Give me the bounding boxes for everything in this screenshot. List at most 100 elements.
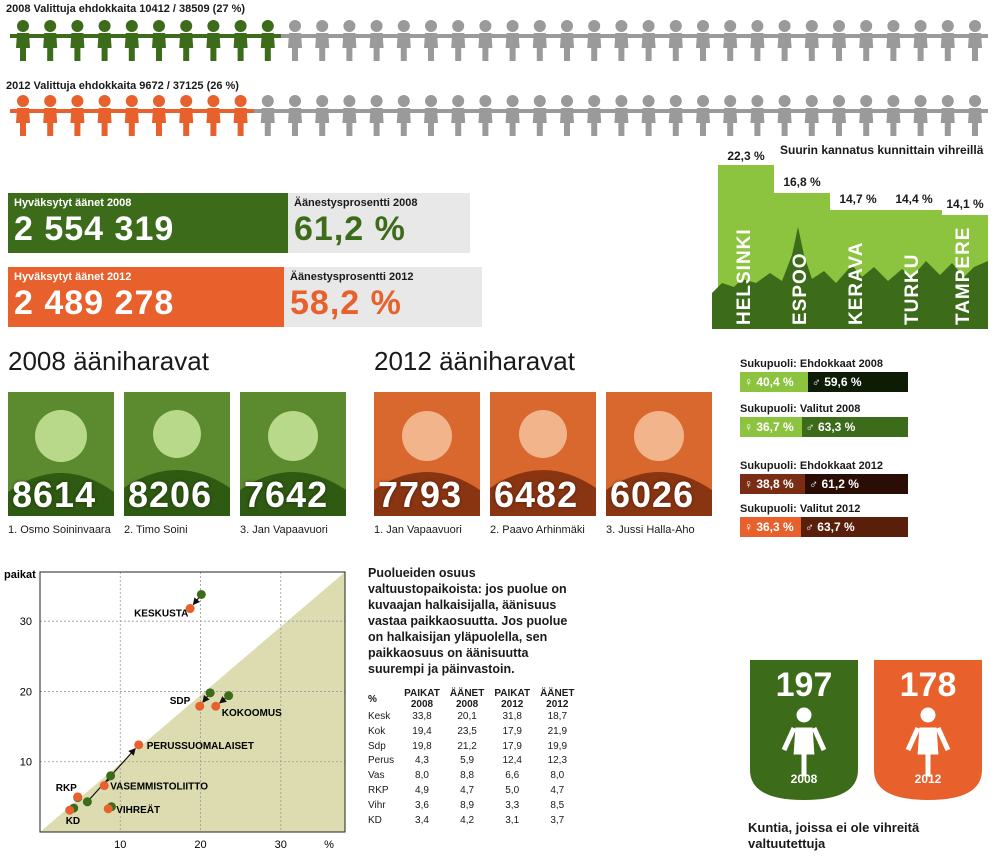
table-cell: 8,9 [460, 799, 475, 811]
person-2012-figure [63, 95, 92, 136]
point-2008 [106, 771, 116, 781]
table-cell: 4,3 [415, 755, 429, 767]
table-row: Sdp 19,8 21,2 17,9 19,9 [368, 740, 580, 755]
male-share: ♂ 63,3 % [801, 417, 908, 437]
votes-2008-value: 2 554 319 [14, 210, 175, 248]
point-2008 [224, 691, 234, 701]
point-2008 [196, 589, 206, 599]
table-cell: 21,2 [457, 740, 477, 752]
person-2012-figure [797, 95, 826, 136]
table-cell: Vihr [368, 799, 386, 811]
person-2012-figure [852, 95, 881, 136]
table-cell: 21,9 [547, 725, 568, 737]
person-2008-figure [145, 20, 173, 61]
person-2008-figure [253, 20, 282, 61]
diagonal-region [40, 572, 345, 832]
person-2012-figure [253, 95, 282, 136]
person-2008-figure [716, 20, 745, 61]
votes-2008-2: 8206 [128, 474, 213, 515]
person-2012-figure [770, 95, 799, 136]
person-2012-figure [90, 95, 119, 136]
table-cell: 4,2 [460, 814, 475, 826]
city-name-1: HELSINKI [734, 228, 755, 325]
table-cell: 3,3 [505, 799, 520, 811]
person-2008-figure [661, 20, 690, 61]
caption-2012: 2012 Valittuja ehdokkaita 9672 / 37125 (… [6, 80, 239, 92]
person-2012-figure [716, 95, 745, 136]
votes-2012-label: Hyväksytyt äänet 2012 [14, 271, 132, 283]
table-cell: 5,9 [460, 755, 475, 767]
person-2008-figure [770, 20, 799, 61]
party-label: KESKUSTA [134, 609, 188, 620]
table-cell: Perus [368, 755, 395, 767]
table-cell: 18,7 [547, 711, 568, 722]
person-2008-figure [961, 20, 988, 61]
harvesters-2008-title: 2008 ääniharavat [8, 346, 209, 376]
people-row-2012 [10, 95, 988, 137]
name-2012-1: 1. Jan Vapaavuori [374, 524, 462, 536]
gender-bar-4: ♀ 36,3 % ♂ 63,7 % [740, 517, 908, 537]
votes-2012-box: Hyväksytyt äänet 2012 2 489 278 [8, 267, 284, 327]
person-2008-figure [933, 20, 962, 61]
party-label: KOKOOMUS [222, 708, 282, 719]
table-header: PAIKAT 2012 [494, 688, 531, 710]
party-label: PERUSSUOMALAISET [147, 741, 254, 752]
person-2012-figure [117, 95, 146, 136]
skyline-silhouette [712, 227, 988, 329]
table-cell: 33,8 [412, 711, 432, 722]
person-2008-figure [90, 20, 119, 61]
turnout-2012-box: Äänestysprosentti 2012 58,2 % [284, 267, 482, 327]
votes-2008-label: Hyväksytyt äänet 2008 [14, 197, 132, 209]
y-tick-label: 10 [20, 757, 32, 769]
person-2008-figure [580, 20, 609, 61]
portrait-2008-2-image [124, 410, 230, 516]
city-pct-1: 22,3 % [727, 149, 765, 163]
person-figure-2012 [905, 704, 951, 780]
person-2008-figure [10, 20, 37, 61]
table-header: % [368, 693, 377, 705]
person-2008-figure [797, 20, 826, 61]
table-cell: Vas [368, 770, 385, 782]
person-2008-figure [852, 20, 881, 61]
person-2012-figure [607, 95, 636, 136]
plot-frame [39, 571, 346, 833]
table-row: KD 3,4 4,2 3,1 3,7 [368, 814, 580, 829]
person-2012-figure [36, 95, 65, 136]
x-tick-label: 20 [194, 839, 206, 851]
person-2012-figure [281, 95, 309, 136]
table-cell: 3,6 [415, 799, 429, 811]
gender-title-3: Sukupuoli: Ehdokkaat 2012 [740, 460, 884, 472]
table-cell: Kesk [368, 711, 391, 722]
person-2012-figure [199, 95, 228, 136]
y-tick-label: 30 [20, 616, 32, 628]
chart-explanation: Puolueiden osuus valtuustopaikoista: jos… [368, 566, 568, 676]
person-2008-figure [743, 20, 772, 61]
person-2008-figure [498, 20, 527, 61]
point-2012 [195, 701, 205, 711]
table-header: PAIKAT 2008 [404, 688, 440, 710]
party-table: % PAIKAT 2008 ÄÄNET 2008 PAIKAT 2012 ÄÄNET 2012 … [368, 688, 580, 828]
point-2012 [99, 781, 109, 791]
table-cell: 4,7 [550, 784, 565, 796]
person-2012-figure [145, 95, 173, 136]
city-name-2: ESPOO [790, 252, 811, 325]
person-2012-figure [961, 95, 988, 136]
x-axis-label: % [324, 839, 334, 851]
gender-title-1: Sukupuoli: Ehdokkaat 2008 [740, 358, 884, 370]
city-name-5: TAMPERE [953, 226, 974, 325]
x-tick-label: 30 [275, 839, 287, 851]
person-2008-figure [689, 20, 717, 61]
city-pct-4: 14,4 % [895, 192, 933, 206]
male-share: ♂ 59,6 % [807, 372, 908, 392]
person-2008-figure [389, 20, 418, 61]
votes-2012-2: 6482 [494, 474, 579, 515]
table-cell: 3,7 [550, 814, 565, 826]
turnout-2012-value: 58,2 % [290, 284, 402, 322]
shields-graphic [750, 660, 982, 800]
turnout-2008-box: Äänestysprosentti 2008 61,2 % [288, 193, 470, 253]
male-share: ♂ 63,7 % [800, 517, 908, 537]
name-2008-3: 3. Jan Vapaavuori [240, 524, 328, 536]
table-cell: 6,6 [505, 770, 520, 782]
table-cell: 17,9 [502, 725, 522, 737]
turnout-2008-label: Äänestysprosentti 2008 [294, 197, 418, 209]
